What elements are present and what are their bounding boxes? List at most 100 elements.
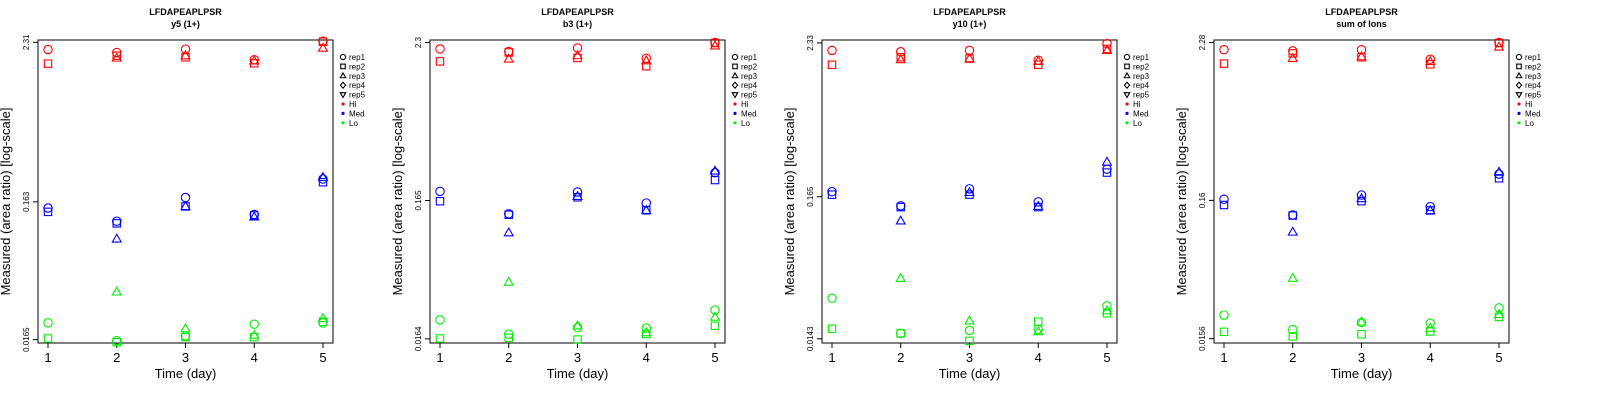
legend-label: Med [1133,109,1149,118]
legend-label: rep5 [1133,91,1150,100]
legend-label: Med [741,109,757,118]
legend-marker-rep2 [1516,63,1522,70]
data-point-hi-rep3 [248,55,260,65]
chart-title: LFDAPEAPLPSR [541,7,614,17]
legend-label: rep5 [1525,91,1542,100]
data-point-hi-rep1 [572,43,583,53]
legend-marker-rep3 [1123,71,1131,79]
y-axis-label: Measured (area ratio) [log-scale] [390,108,405,296]
data-point-med-rep1 [112,216,122,227]
data-point-hi-rep3 [964,52,975,63]
data-point-lo-rep2 [43,334,53,343]
legend-dot-lo [733,121,737,125]
legend-label: Lo [1133,119,1142,128]
data-point-lo-rep2 [1288,332,1297,341]
legend-label: rep3 [1525,72,1542,81]
data-point-lo-rep2 [896,329,905,338]
y-tick-label: 0.163 [22,191,31,212]
legend-marker-rep4 [731,81,739,90]
data-point-med-rep3 [1101,156,1113,166]
x-tick-label: 5 [1103,350,1110,365]
data-point-lo-rep2 [504,333,513,342]
legend-marker-rep4 [339,81,347,90]
data-point-hi-rep1 [1102,38,1112,49]
y-tick-label: 0.0143 [806,326,815,351]
data-point-lo-rep2 [1357,330,1366,339]
data-point-hi-rep3 [572,49,583,60]
x-tick-label: 4 [251,350,258,365]
data-point-hi-rep3 [1287,52,1299,62]
data-point-med-rep3 [1493,166,1505,176]
legend-dot-med [341,111,345,115]
chart-subtitle: y10 (1+) [953,19,987,29]
data-point-hi-rep3 [1101,44,1113,55]
legend-label: Hi [741,100,749,109]
legend-dot-med [733,111,737,115]
data-point-lo-rep3 [895,272,907,283]
data-point-hi-rep2 [504,48,513,57]
x-tick-label: 1 [1220,350,1227,365]
legend-label: rep3 [349,72,366,81]
data-point-hi-rep2 [1288,49,1297,58]
legend-marker-rep1 [731,53,739,61]
data-point-lo-rep1 [1219,310,1229,320]
x-tick-label: 5 [319,350,326,365]
data-point-med-rep2 [710,175,720,185]
x-tick-label: 3 [966,350,973,365]
legend-label: rep1 [1525,53,1542,62]
legend-label: Hi [1133,100,1141,109]
data-point-med-rep2 [318,177,328,187]
legend-dot-hi [733,102,737,106]
legend-dot-med [1125,111,1129,115]
x-tick-label: 4 [643,350,650,365]
data-point-med-rep3 [895,215,907,225]
legend-label: Hi [1525,100,1533,109]
data-point-med-rep3 [248,211,260,221]
y-axis-label: Measured (area ratio) [log-scale] [0,108,13,296]
data-point-lo-rep3 [709,311,721,321]
data-point-med-rep2 [43,207,53,217]
data-point-med-rep1 [572,187,583,197]
data-point-hi-rep3 [180,49,191,60]
data-point-lo-rep3 [640,326,652,337]
x-tick-label: 5 [1495,350,1502,365]
data-point-hi-rep1 [1425,54,1436,65]
legend-label: rep2 [1133,62,1150,71]
legend-label: Med [349,109,365,118]
y-axis-label: Measured (area ratio) [log-scale] [782,108,797,296]
data-point-med-rep3 [640,204,652,215]
x-tick-label: 2 [897,350,904,365]
data-point-med-rep3 [317,171,329,181]
data-point-med-rep2 [112,219,121,228]
legend-marker-rep1 [339,53,347,61]
legend-marker-rep2 [732,63,738,70]
data-point-lo-rep3 [111,286,123,296]
data-point-med-rep3 [709,165,721,175]
data-point-hi-rep1 [435,44,445,54]
x-axis-label: Time (day) [155,366,217,381]
data-point-lo-rep2 [435,334,445,343]
data-point-lo-rep3 [572,320,583,330]
legend-label: rep5 [349,91,366,100]
plot-frame [37,39,334,344]
data-point-hi-rep2 [435,57,445,66]
data-point-med-rep3 [111,233,123,243]
legend-label: rep4 [741,81,758,90]
legend-label: rep1 [1133,53,1150,62]
data-point-lo-rep3 [1287,272,1299,282]
legend-marker-rep2 [340,63,346,70]
data-point-lo-rep1 [827,293,837,303]
data-point-hi-rep1 [1219,44,1229,55]
data-point-lo-rep1 [43,318,53,328]
data-point-hi-rep3 [1493,41,1505,51]
x-tick-label: 4 [1427,350,1434,365]
data-point-med-rep1 [827,186,837,197]
data-point-med-rep3 [572,190,583,200]
chart-panel-1: LFDAPEAPLPSR y5 (1+) 1 2 3 4 5 Time (day) 2.31 0.… [0,7,366,381]
data-point-lo-rep1 [710,305,720,315]
chart-panel-3: LFDAPEAPLPSR y10 (1+) 1 2 3 4 5 Time (day) 2.33 0… [782,7,1150,381]
data-point-lo-rep1 [641,323,652,333]
data-point-med-rep3 [1424,204,1436,215]
